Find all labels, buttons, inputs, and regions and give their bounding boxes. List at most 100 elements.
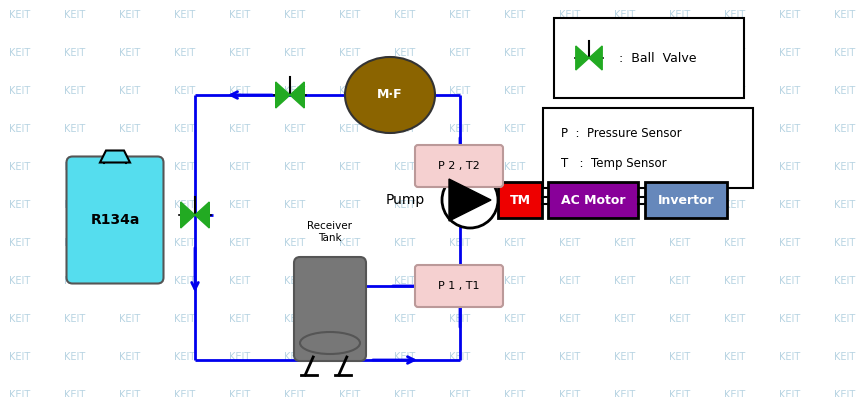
Text: KEIT: KEIT [559, 200, 580, 210]
Polygon shape [181, 202, 195, 228]
Text: KEIT: KEIT [284, 276, 306, 286]
Text: T   :  Temp Sensor: T : Temp Sensor [561, 158, 667, 170]
Text: KEIT: KEIT [394, 314, 416, 324]
Text: KEIT: KEIT [339, 276, 360, 286]
Text: KEIT: KEIT [779, 276, 801, 286]
Text: KEIT: KEIT [669, 390, 690, 397]
Text: KEIT: KEIT [174, 10, 196, 20]
Text: KEIT: KEIT [284, 86, 306, 96]
Text: R134a: R134a [90, 213, 139, 227]
Text: KEIT: KEIT [504, 276, 526, 286]
Polygon shape [290, 82, 304, 108]
Text: KEIT: KEIT [614, 124, 636, 134]
Text: KEIT: KEIT [449, 314, 470, 324]
Text: KEIT: KEIT [779, 48, 801, 58]
Text: KEIT: KEIT [339, 314, 360, 324]
Text: KEIT: KEIT [229, 86, 250, 96]
Text: KEIT: KEIT [724, 48, 746, 58]
Text: KEIT: KEIT [339, 390, 360, 397]
Text: KEIT: KEIT [449, 352, 470, 362]
Text: KEIT: KEIT [174, 314, 196, 324]
Text: KEIT: KEIT [504, 162, 526, 172]
Text: KEIT: KEIT [614, 48, 636, 58]
Text: KEIT: KEIT [174, 352, 196, 362]
Text: KEIT: KEIT [449, 86, 470, 96]
FancyBboxPatch shape [415, 145, 503, 187]
Text: KEIT: KEIT [724, 200, 746, 210]
Text: KEIT: KEIT [229, 314, 250, 324]
Text: KEIT: KEIT [504, 86, 526, 96]
Text: KEIT: KEIT [64, 314, 86, 324]
Text: KEIT: KEIT [229, 238, 250, 248]
Text: KEIT: KEIT [449, 162, 470, 172]
Text: KEIT: KEIT [394, 86, 416, 96]
Text: KEIT: KEIT [779, 200, 801, 210]
Polygon shape [275, 82, 290, 108]
Text: KEIT: KEIT [120, 124, 140, 134]
Text: KEIT: KEIT [64, 390, 86, 397]
Text: KEIT: KEIT [779, 162, 801, 172]
Text: KEIT: KEIT [559, 162, 580, 172]
Text: KEIT: KEIT [229, 124, 250, 134]
Text: KEIT: KEIT [284, 162, 306, 172]
Text: KEIT: KEIT [834, 10, 856, 20]
Text: KEIT: KEIT [64, 10, 86, 20]
Text: Pump: Pump [385, 193, 425, 207]
Text: KEIT: KEIT [669, 162, 690, 172]
Text: P 1 , T1: P 1 , T1 [438, 281, 480, 291]
Text: KEIT: KEIT [449, 200, 470, 210]
Text: KEIT: KEIT [174, 390, 196, 397]
Text: P 2 , T2: P 2 , T2 [438, 161, 480, 171]
Text: KEIT: KEIT [724, 10, 746, 20]
Text: KEIT: KEIT [10, 162, 30, 172]
Text: KEIT: KEIT [229, 162, 250, 172]
Text: KEIT: KEIT [284, 390, 306, 397]
Text: KEIT: KEIT [394, 390, 416, 397]
Text: KEIT: KEIT [724, 162, 746, 172]
Text: KEIT: KEIT [394, 276, 416, 286]
FancyBboxPatch shape [67, 156, 164, 283]
Text: KEIT: KEIT [64, 352, 86, 362]
Text: KEIT: KEIT [10, 124, 30, 134]
Text: KEIT: KEIT [779, 314, 801, 324]
Text: KEIT: KEIT [834, 124, 856, 134]
Text: KEIT: KEIT [64, 86, 86, 96]
Text: KEIT: KEIT [339, 238, 360, 248]
FancyBboxPatch shape [554, 18, 744, 98]
Text: KEIT: KEIT [614, 314, 636, 324]
Text: KEIT: KEIT [724, 276, 746, 286]
Text: KEIT: KEIT [64, 48, 86, 58]
FancyBboxPatch shape [548, 182, 638, 218]
Text: KEIT: KEIT [229, 276, 250, 286]
Text: KEIT: KEIT [559, 276, 580, 286]
Text: KEIT: KEIT [614, 10, 636, 20]
Text: KEIT: KEIT [120, 390, 140, 397]
Text: KEIT: KEIT [834, 276, 856, 286]
Text: KEIT: KEIT [284, 48, 306, 58]
Text: KEIT: KEIT [834, 352, 856, 362]
Text: KEIT: KEIT [120, 352, 140, 362]
Text: KEIT: KEIT [10, 390, 30, 397]
Text: KEIT: KEIT [394, 124, 416, 134]
Text: KEIT: KEIT [339, 86, 360, 96]
Text: KEIT: KEIT [724, 238, 746, 248]
Text: KEIT: KEIT [449, 390, 470, 397]
Text: KEIT: KEIT [449, 10, 470, 20]
Text: KEIT: KEIT [229, 390, 250, 397]
Text: KEIT: KEIT [174, 48, 196, 58]
Text: KEIT: KEIT [284, 314, 306, 324]
Text: KEIT: KEIT [779, 390, 801, 397]
Text: KEIT: KEIT [779, 86, 801, 96]
Ellipse shape [300, 332, 360, 354]
Text: KEIT: KEIT [614, 352, 636, 362]
Text: KEIT: KEIT [174, 124, 196, 134]
Text: KEIT: KEIT [614, 390, 636, 397]
Text: KEIT: KEIT [174, 276, 196, 286]
Polygon shape [195, 202, 210, 228]
Text: Receiver
Tank: Receiver Tank [307, 221, 352, 243]
Text: KEIT: KEIT [174, 86, 196, 96]
Text: KEIT: KEIT [120, 86, 140, 96]
Text: KEIT: KEIT [669, 86, 690, 96]
Text: AC Motor: AC Motor [561, 193, 625, 206]
Text: KEIT: KEIT [10, 238, 30, 248]
